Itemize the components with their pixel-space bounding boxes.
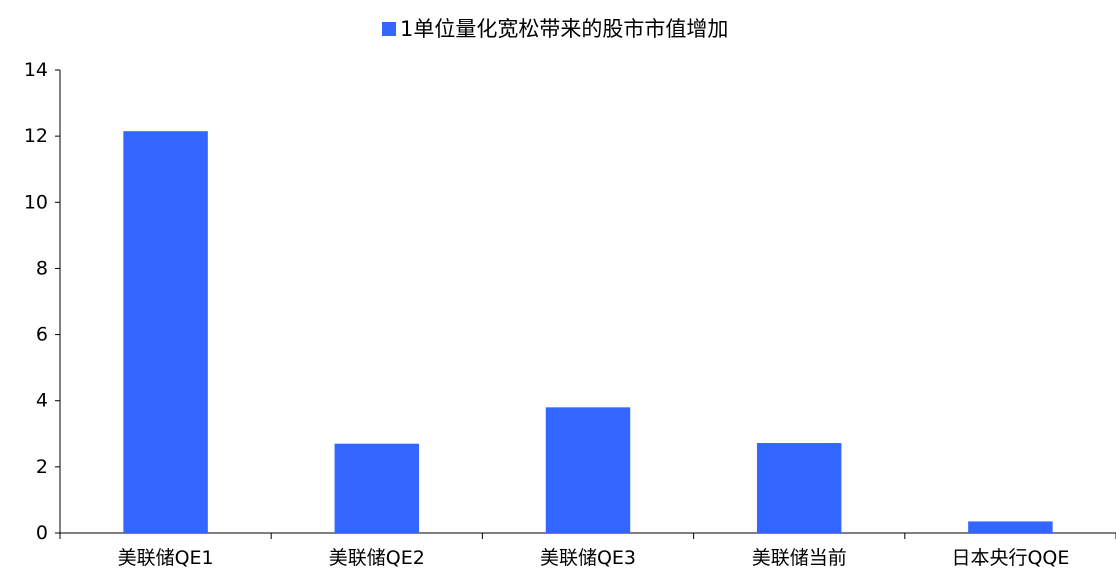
- y-tick-label: 10: [24, 191, 48, 213]
- bar: [334, 443, 420, 533]
- bar: [968, 521, 1053, 533]
- x-tick-label: 美联储QE2: [329, 547, 425, 569]
- x-axis-ticks: 美联储QE1 美联储QE2 美联储QE3 美联储当前 日本央行QQE: [59, 533, 1116, 569]
- y-tick-label: 12: [24, 125, 48, 147]
- y-tick-label: 8: [36, 257, 48, 279]
- bar: [545, 407, 631, 533]
- y-tick-label: 4: [36, 390, 48, 412]
- y-tick-label: 0: [36, 522, 48, 544]
- y-tick-label: 6: [36, 324, 48, 346]
- y-axis-ticks: 0 2 4 6 8 10 12 14: [24, 59, 60, 544]
- bar: [756, 443, 842, 533]
- bars: [123, 131, 1053, 534]
- bar: [123, 131, 208, 534]
- x-tick-label: 美联储QE1: [118, 547, 214, 569]
- y-tick-label: 2: [36, 456, 48, 478]
- x-tick-label: 美联储QE3: [540, 547, 636, 569]
- x-tick-label: 日本央行QQE: [951, 547, 1069, 569]
- legend-label: 1单位量化宽松带来的股市市值增加: [400, 17, 728, 41]
- legend-swatch: [382, 22, 396, 36]
- legend: 1单位量化宽松带来的股市市值增加: [382, 17, 728, 41]
- y-tick-label: 14: [24, 59, 48, 81]
- x-tick-label: 美联储当前: [752, 547, 847, 569]
